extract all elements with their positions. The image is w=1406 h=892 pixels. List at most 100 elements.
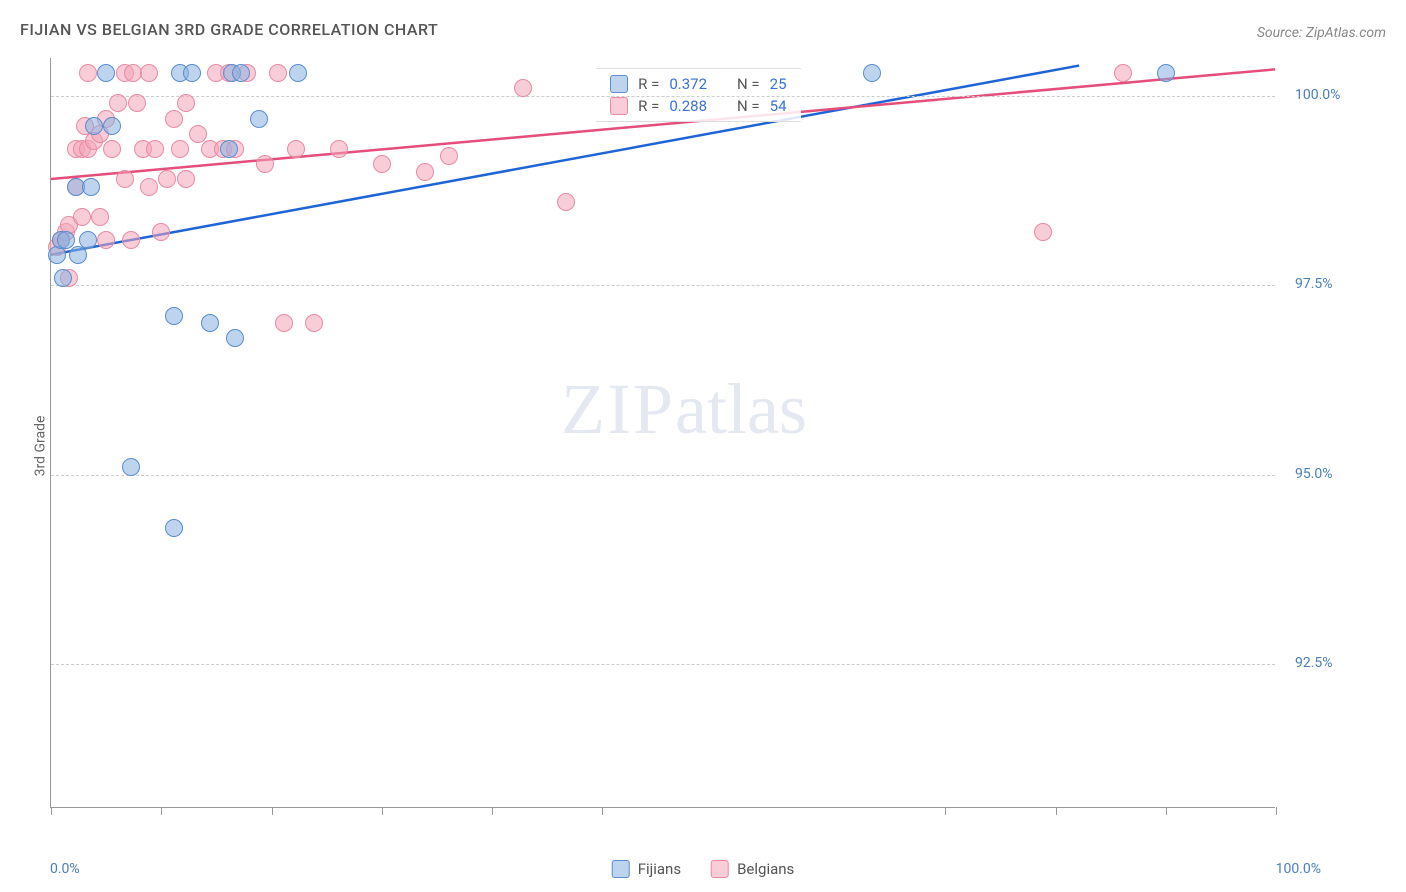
legend-swatch <box>612 860 630 878</box>
stat-r-label: R = <box>638 75 659 93</box>
stats-row: R = 0.372 N = 25 <box>610 73 786 95</box>
scatter-point-belgians <box>1114 64 1132 82</box>
series-swatch <box>610 97 628 115</box>
scatter-point-fijians <box>232 64 250 82</box>
scatter-point-fijians <box>183 64 201 82</box>
scatter-point-belgians <box>440 147 458 165</box>
scatter-point-belgians <box>514 79 532 97</box>
stat-n-value: 25 <box>770 75 787 93</box>
stat-n-label: N = <box>737 75 760 93</box>
watermark-part2: atlas <box>675 369 807 449</box>
series-swatch <box>610 75 628 93</box>
scatter-point-fijians <box>85 117 103 135</box>
watermark: ZIPatlas <box>561 368 807 451</box>
scatter-point-belgians <box>171 140 189 158</box>
x-tick <box>1056 807 1057 815</box>
grid-line <box>51 285 1275 286</box>
stat-n-label: N = <box>737 97 760 115</box>
scatter-point-fijians <box>226 329 244 347</box>
scatter-point-fijians <box>165 519 183 537</box>
bottom-legend: Fijians Belgians <box>612 860 795 878</box>
scatter-point-fijians <box>165 307 183 325</box>
y-axis-label: 3rd Grade <box>32 416 48 477</box>
stat-r-value: 0.372 <box>669 75 707 93</box>
scatter-point-fijians <box>1157 64 1175 82</box>
grid-line <box>51 475 1275 476</box>
x-axis-max-label: 100.0% <box>1276 861 1321 877</box>
scatter-point-fijians <box>863 64 881 82</box>
scatter-point-belgians <box>373 155 391 173</box>
scatter-point-fijians <box>122 458 140 476</box>
x-tick <box>1276 807 1277 815</box>
scatter-point-belgians <box>103 140 121 158</box>
chart-title: FIJIAN VS BELGIAN 3RD GRADE CORRELATION … <box>20 20 438 39</box>
scatter-point-fijians <box>103 117 121 135</box>
x-axis-min-label: 0.0% <box>50 861 80 877</box>
scatter-point-belgians <box>97 231 115 249</box>
stats-row: R = 0.288 N = 54 <box>610 95 786 117</box>
x-tick <box>602 807 603 815</box>
scatter-point-belgians <box>152 223 170 241</box>
legend-swatch <box>711 860 729 878</box>
trend-line-fijians <box>51 66 1079 255</box>
scatter-point-belgians <box>330 140 348 158</box>
scatter-point-belgians <box>146 140 164 158</box>
legend-label: Belgians <box>737 860 794 878</box>
scatter-point-fijians <box>69 246 87 264</box>
scatter-point-belgians <box>177 170 195 188</box>
legend-item: Fijians <box>612 860 681 878</box>
grid-line <box>51 96 1275 97</box>
legend-label: Fijians <box>638 860 681 878</box>
scatter-point-belgians <box>416 163 434 181</box>
scatter-point-fijians <box>97 64 115 82</box>
scatter-point-belgians <box>177 94 195 112</box>
source-label: Source: ZipAtlas.com <box>1257 25 1386 41</box>
plot-area: ZIPatlas R = 0.372 N = 25 R = 0.288 N = 54 <box>50 58 1275 808</box>
grid-line <box>51 664 1275 665</box>
y-tick-label: 97.5% <box>1295 276 1333 292</box>
scatter-point-belgians <box>158 170 176 188</box>
trend-lines-svg <box>51 58 1275 807</box>
stat-r-value: 0.288 <box>669 97 707 115</box>
scatter-point-fijians <box>289 64 307 82</box>
scatter-point-belgians <box>287 140 305 158</box>
y-tick-label: 92.5% <box>1295 655 1333 671</box>
x-tick <box>272 807 273 815</box>
scatter-point-fijians <box>82 178 100 196</box>
scatter-point-fijians <box>201 314 219 332</box>
scatter-point-belgians <box>275 314 293 332</box>
scatter-point-fijians <box>220 140 238 158</box>
scatter-point-fijians <box>54 269 72 287</box>
scatter-point-belgians <box>256 155 274 173</box>
x-tick <box>51 807 52 815</box>
stat-r-label: R = <box>638 97 659 115</box>
scatter-point-belgians <box>91 208 109 226</box>
scatter-point-belgians <box>73 208 91 226</box>
scatter-point-belgians <box>557 193 575 211</box>
scatter-point-fijians <box>79 231 97 249</box>
scatter-point-belgians <box>109 94 127 112</box>
x-tick <box>161 807 162 815</box>
x-tick <box>382 807 383 815</box>
scatter-point-belgians <box>305 314 323 332</box>
scatter-point-belgians <box>140 178 158 196</box>
x-tick <box>492 807 493 815</box>
y-tick-label: 95.0% <box>1295 466 1333 482</box>
scatter-point-belgians <box>128 94 146 112</box>
scatter-point-belgians <box>140 64 158 82</box>
y-tick-label: 100.0% <box>1295 87 1340 103</box>
scatter-point-fijians <box>57 231 75 249</box>
x-tick <box>945 807 946 815</box>
scatter-point-belgians <box>122 231 140 249</box>
scatter-point-fijians <box>250 110 268 128</box>
scatter-point-belgians <box>189 125 207 143</box>
scatter-point-belgians <box>1034 223 1052 241</box>
scatter-point-belgians <box>116 170 134 188</box>
scatter-point-belgians <box>165 110 183 128</box>
legend-item: Belgians <box>711 860 794 878</box>
watermark-part1: ZIP <box>561 369 675 449</box>
scatter-point-belgians <box>79 64 97 82</box>
x-tick <box>1166 807 1167 815</box>
stat-n-value: 54 <box>770 97 787 115</box>
scatter-point-belgians <box>269 64 287 82</box>
